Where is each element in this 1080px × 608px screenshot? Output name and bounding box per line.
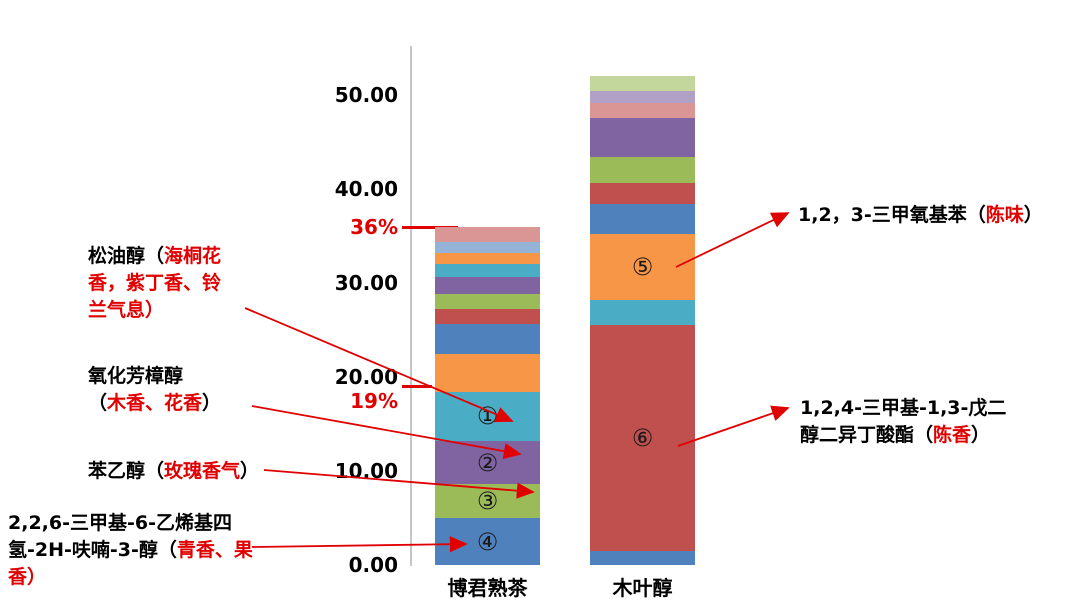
annotation-trimethoxybenzene: 1,2，3-三甲氧基苯（陈味） bbox=[798, 202, 1070, 229]
annotation-text: 氧化芳樟醇 （ bbox=[88, 365, 184, 414]
bar-segment bbox=[435, 354, 540, 393]
annotation-furanol: 2,2,6-三甲基-6-乙烯基四氢-2H-呋喃-3-醇（青香、果香） bbox=[8, 510, 256, 591]
annotation-phenylethanol: 苯乙醇（玫瑰香气） bbox=[88, 458, 318, 485]
bar-segment bbox=[435, 252, 540, 265]
y-tick-label: 30.00 bbox=[334, 271, 398, 295]
percent-label: 19% bbox=[350, 389, 398, 414]
bar-segment bbox=[590, 204, 695, 235]
segment-marker: ① bbox=[476, 402, 499, 431]
annotation-terpineol: 松油醇（海桐花香，紫丁香、铃兰气息） bbox=[88, 243, 228, 324]
bar-segment bbox=[435, 277, 540, 295]
segment-marker: ⑥ bbox=[631, 424, 654, 453]
annotation-linalool-oxide: 氧化芳樟醇 （木香、花香） bbox=[88, 363, 278, 417]
segment-marker: ③ bbox=[476, 487, 499, 516]
y-tick-label: 50.00 bbox=[334, 83, 398, 107]
percent-tick-mark bbox=[402, 385, 432, 389]
bar-segment bbox=[435, 241, 540, 253]
segment-marker: ⑤ bbox=[631, 253, 654, 282]
bar-segment bbox=[590, 117, 695, 158]
annotation-text: ） bbox=[971, 424, 991, 446]
annotation-text: 青香、果香） bbox=[8, 539, 253, 588]
annotation-text: 1,2，3-三甲氧基苯（ bbox=[798, 204, 986, 226]
category-label: 博君熟茶 bbox=[447, 576, 528, 600]
annotation-text: 2,2,6-三甲基-6-乙烯基四氢-2H-呋喃-3-醇（ bbox=[8, 512, 232, 561]
annotation-text: ） bbox=[1023, 204, 1043, 226]
bar-segment bbox=[435, 264, 540, 278]
bar-segment bbox=[590, 102, 695, 118]
y-axis-line bbox=[410, 46, 412, 566]
annotation-text: ） bbox=[240, 460, 260, 482]
annotation-text: 松油醇（ bbox=[88, 245, 165, 267]
bar-segment bbox=[435, 324, 540, 355]
annotation-text: ） bbox=[202, 392, 222, 414]
bar-segment bbox=[590, 91, 695, 103]
bar-segment bbox=[590, 183, 695, 205]
arrow-furanol bbox=[251, 536, 468, 553]
y-tick-label: 40.00 bbox=[334, 177, 398, 201]
segment-marker: ② bbox=[476, 448, 499, 477]
bar-segment bbox=[590, 550, 695, 565]
annotation-text: 1,2,4-三甲基-1,3-戊二醇二异丁酸酯（ bbox=[800, 397, 1007, 446]
segment-marker: ④ bbox=[476, 527, 499, 556]
y-tick-label: 20.00 bbox=[334, 365, 398, 389]
y-tick-label: 10.00 bbox=[334, 459, 398, 483]
bar-segment bbox=[590, 76, 695, 92]
bar-segment bbox=[435, 294, 540, 310]
bar-segment bbox=[435, 309, 540, 325]
annotation-text: 海桐花香，紫丁香、铃兰气息） bbox=[88, 245, 222, 321]
annotation-text: 陈香 bbox=[933, 424, 972, 446]
bar-segment bbox=[590, 157, 695, 184]
annotation-ester: 1,2,4-三甲基-1,3-戊二醇二异丁酸酯（陈香） bbox=[800, 395, 1008, 449]
percent-label: 36% bbox=[350, 214, 398, 239]
annotation-text: 木香、花香 bbox=[107, 392, 203, 414]
y-tick-label: 0.00 bbox=[348, 553, 398, 577]
annotation-text: 陈味 bbox=[985, 204, 1024, 226]
category-label: 木叶醇 bbox=[612, 576, 673, 600]
percent-tick-mark bbox=[402, 225, 458, 229]
bar-segment bbox=[435, 226, 540, 242]
bar-segment bbox=[590, 325, 695, 551]
bar-segment bbox=[590, 299, 695, 326]
annotation-text: 玫瑰香气 bbox=[164, 460, 241, 482]
annotation-text: 苯乙醇（ bbox=[88, 460, 165, 482]
